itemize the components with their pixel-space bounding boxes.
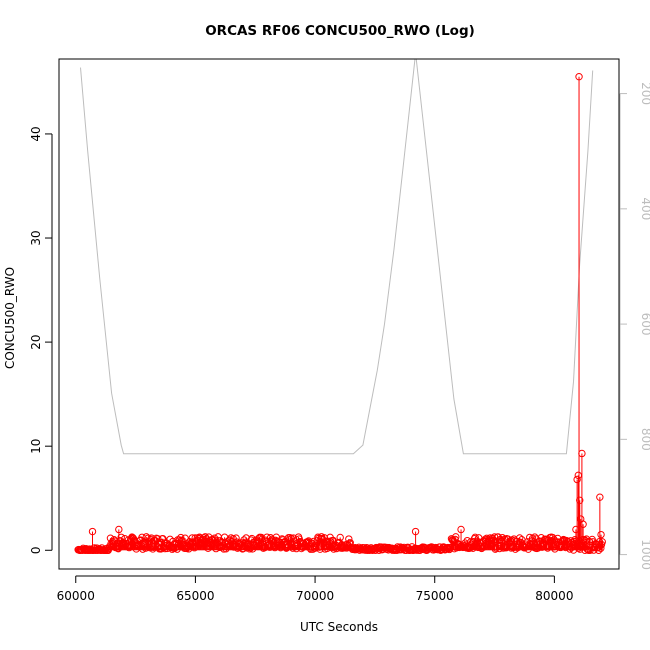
data-point (576, 496, 584, 505)
secondary-tick-label: 600 (639, 313, 650, 336)
y-axis: 0 10 20 30 40 (29, 126, 53, 554)
y-tick-label: 40 (29, 126, 43, 141)
data-point (336, 533, 344, 542)
secondary-tick-label: 400 (639, 197, 650, 220)
data-point (549, 533, 557, 542)
x-tick-label: 75000 (416, 589, 454, 603)
x-tick-label: 65000 (176, 589, 214, 603)
secondary-tick-label: 1000 (639, 539, 650, 570)
y-tick-label: 20 (29, 334, 43, 349)
y-tick-label: 10 (29, 439, 43, 454)
x-tick-label: 60000 (57, 589, 95, 603)
data-point (566, 537, 575, 545)
data-point (598, 538, 606, 546)
data-point (115, 525, 123, 534)
data-point (597, 530, 605, 539)
data-point (159, 534, 167, 543)
y-tick-label: 0 (29, 546, 43, 554)
data-point (324, 537, 332, 546)
data-point (345, 539, 354, 548)
x-tick-label: 70000 (296, 589, 334, 603)
data-point (327, 538, 335, 546)
data-point (138, 533, 146, 541)
data-point (573, 475, 581, 484)
data-point (596, 493, 604, 501)
data-point (263, 533, 271, 541)
secondary-tick-label: 200 (639, 82, 650, 105)
data-point (578, 449, 586, 458)
data-point (411, 527, 420, 536)
data-point (88, 527, 97, 536)
secondary-series-line (80, 59, 594, 455)
data-point (457, 525, 465, 534)
x-axis: 60000 65000 70000 75000 80000 (57, 575, 573, 603)
data-point (201, 533, 209, 541)
secondary-y-axis: 200 400 600 800 1000 (619, 82, 650, 570)
data-point (579, 520, 587, 528)
data-point (575, 72, 583, 81)
series-points (74, 72, 606, 554)
data-point (248, 534, 256, 543)
data-point (515, 534, 524, 542)
data-point (345, 535, 353, 543)
x-tick-label: 80000 (535, 589, 573, 603)
y-tick-label: 30 (29, 230, 43, 245)
secondary-tick-label: 800 (639, 428, 650, 451)
y-axis-label: CONCU500_RWO (3, 267, 17, 369)
chart-title: ORCAS RF06 CONCU500_RWO (Log) (205, 23, 475, 39)
plot-area (74, 59, 606, 554)
plot-frame (58, 58, 620, 570)
x-axis-label: UTC Seconds (300, 620, 378, 634)
